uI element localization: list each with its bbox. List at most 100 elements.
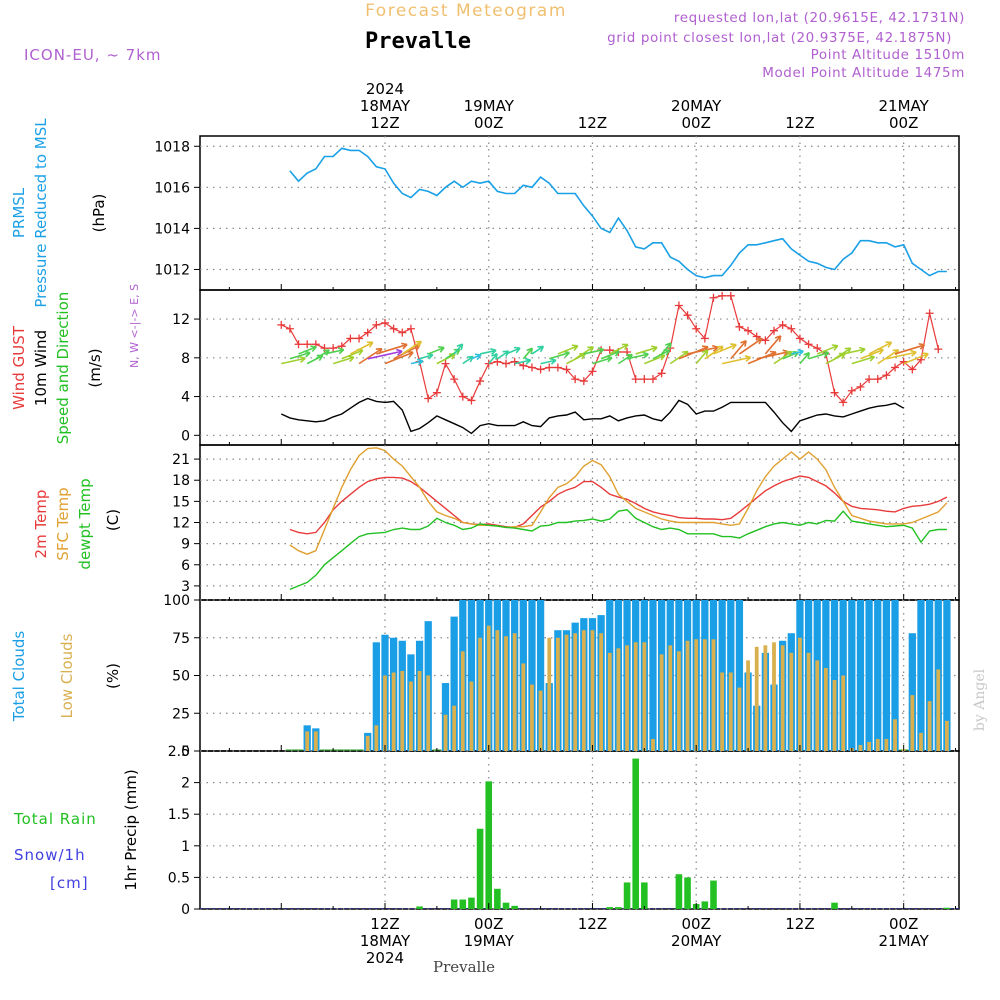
gust-marker xyxy=(692,324,701,333)
low-cloud-bar xyxy=(400,670,405,751)
credit-watermark: by Angel xyxy=(972,668,988,731)
rain-bar xyxy=(494,888,501,909)
top-time-label: 20MAY xyxy=(671,97,722,115)
rain-bar xyxy=(476,828,484,909)
low-cloud-bar xyxy=(763,645,768,751)
bottom-time-label: 12Z xyxy=(785,915,814,933)
dewpt-ylabel: dewpt Temp xyxy=(76,478,94,569)
gust-marker xyxy=(545,363,554,372)
wind-arrow-icon xyxy=(661,342,672,355)
total-clouds-ylabel: Total Clouds xyxy=(10,631,28,723)
low-cloud-bar xyxy=(720,672,725,751)
rain-bar xyxy=(684,877,691,909)
wind-arrow-icon xyxy=(505,347,521,355)
wind-arrow-icon xyxy=(462,355,474,365)
pressure-unit: (hPa) xyxy=(90,194,108,233)
wind-arrow-icon xyxy=(669,350,689,365)
low-cloud-bar xyxy=(858,744,863,751)
gust-marker xyxy=(718,291,727,300)
low-cloud-bar xyxy=(409,681,413,751)
y-tick-label: 0 xyxy=(181,744,190,760)
wind-unit: (m/s) xyxy=(86,348,104,387)
rain-bar xyxy=(701,901,709,909)
rain-bar xyxy=(459,899,467,909)
wind-arrowhead-icon xyxy=(730,343,737,350)
top-time-label: 2024 xyxy=(366,80,404,98)
wind-arrowhead-icon xyxy=(456,343,464,351)
gust-marker xyxy=(579,377,588,386)
wind-arrowhead-icon xyxy=(415,340,423,348)
bottom-time-label: 00Z xyxy=(474,915,503,933)
top-time-label: 00Z xyxy=(682,114,711,132)
wind-arrow-icon xyxy=(886,351,917,360)
wind-arrowhead-icon xyxy=(642,351,649,359)
gust-marker xyxy=(450,375,459,384)
low-cloud-bar xyxy=(305,731,310,751)
low-cloud-bar xyxy=(815,660,820,751)
gust-marker xyxy=(882,371,891,380)
compass-icon: N, W <-|-> E, S xyxy=(128,284,141,368)
gust-marker xyxy=(856,382,865,391)
low-cloud-bar xyxy=(599,633,604,751)
wind-arrow-icon xyxy=(574,346,594,360)
rain-bar xyxy=(615,907,622,909)
low-cloud-bar xyxy=(668,645,673,751)
low-cloud-bar xyxy=(746,660,750,751)
wind-arrowhead-icon xyxy=(701,349,709,357)
wind-arrow-icon xyxy=(687,346,719,355)
gust-marker xyxy=(441,359,450,368)
gust-marker xyxy=(813,344,822,353)
gust-marker xyxy=(709,293,718,302)
wind-arrow-icon xyxy=(764,335,782,355)
sfc-temp-line xyxy=(289,447,948,555)
gust-marker xyxy=(795,334,804,343)
rain-bar xyxy=(468,897,475,909)
gust-marker xyxy=(432,388,441,397)
low-cloud-bar xyxy=(685,640,690,751)
low-cloud-bar xyxy=(374,725,379,751)
wind-arrow-icon xyxy=(583,348,604,355)
gust-marker xyxy=(830,388,839,397)
wind-arrow-icon xyxy=(609,343,629,355)
gust-marker xyxy=(519,361,528,370)
wind-arrow-icon xyxy=(592,356,613,365)
wind-arrowhead-icon xyxy=(526,347,534,355)
wind-arrow-icon xyxy=(358,347,383,365)
low-cloud-bar xyxy=(460,651,465,751)
rain-bar xyxy=(641,882,648,909)
gust-marker xyxy=(770,326,779,335)
gust-marker xyxy=(726,291,735,300)
y-tick-label: 15 xyxy=(172,494,190,510)
low-cloud-bar xyxy=(754,646,759,751)
total-cloud-bar xyxy=(908,633,916,751)
low-cloud-bar xyxy=(772,642,776,751)
low-cloud-bar xyxy=(806,652,811,751)
wind-arrowhead-icon xyxy=(885,341,893,348)
low-cloud-bar xyxy=(590,630,595,751)
low-cloud-bar xyxy=(841,675,846,751)
total-cloud-bar xyxy=(865,600,873,751)
wind-arrowhead-icon xyxy=(396,348,403,356)
rain-bar xyxy=(450,899,458,909)
gust-marker xyxy=(787,324,796,333)
rain-bar xyxy=(606,907,614,909)
low-cloud-bar xyxy=(469,681,474,751)
gust-marker xyxy=(553,363,562,372)
low-cloud-bar xyxy=(547,637,552,751)
gust-marker xyxy=(640,375,649,384)
wind-arrow-icon xyxy=(384,351,414,365)
y-tick-label: 12 xyxy=(172,312,190,328)
low-cloud-bar xyxy=(884,738,889,751)
gust-marker xyxy=(536,365,545,374)
gust-marker xyxy=(683,311,692,320)
wind-arrowhead-icon xyxy=(438,346,445,353)
total-cloud-bar xyxy=(874,600,882,751)
rain-bar xyxy=(943,907,951,909)
low-cloud-bar xyxy=(728,672,733,751)
y-tick-label: 3 xyxy=(181,579,190,595)
model-altitude: Model Point Altitude 1475m xyxy=(762,65,965,81)
total-cloud-bar xyxy=(943,600,951,751)
wind-arrow-icon xyxy=(332,356,355,365)
gust-marker xyxy=(571,375,580,384)
location-title: Prevalle xyxy=(365,29,471,54)
